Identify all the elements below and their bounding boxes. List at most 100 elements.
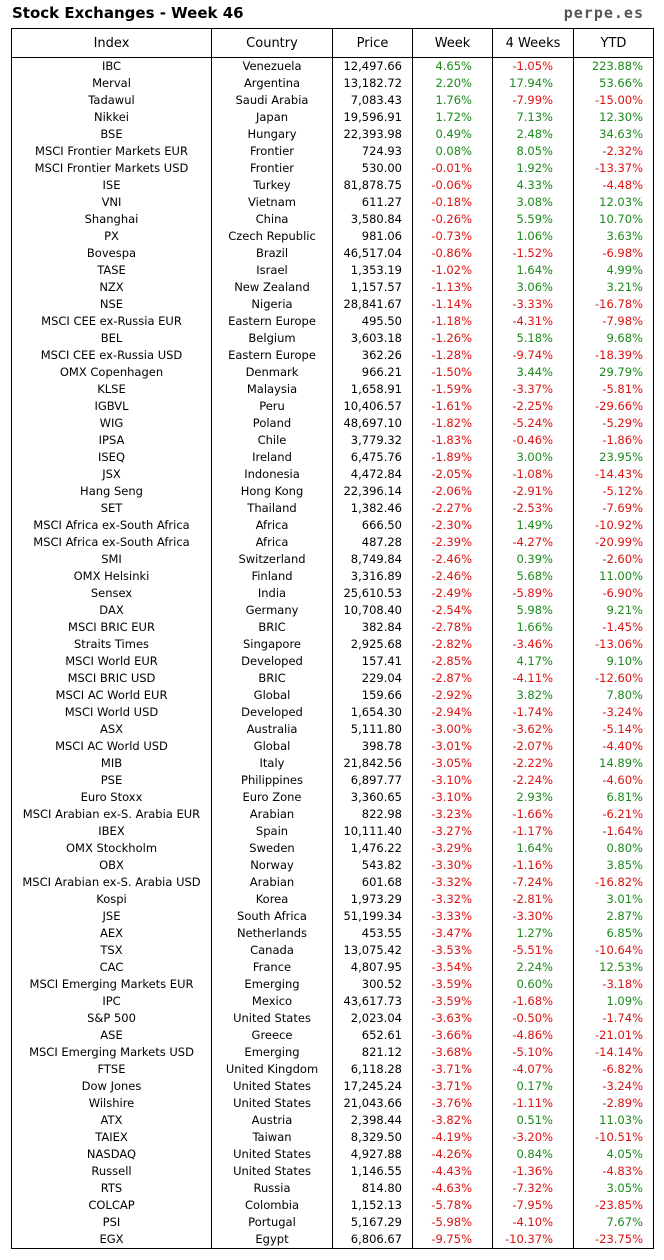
price-cell: 2,023.04 (332, 1010, 413, 1027)
price-cell: 2,398.44 (332, 1112, 413, 1129)
index-cell: BSE (100, 127, 123, 141)
country-cell: United States (211, 1010, 333, 1027)
country-cell: Venezuela (211, 57, 333, 75)
index-cell: MSCI AC World USD (55, 739, 168, 753)
four-weeks-cell: 5.68% (492, 568, 574, 585)
table-row: Nikkei Japan 19,596.91 1.72% 7.13% 12.30% (12, 109, 654, 126)
index-cell: OMX Stockholm (65, 841, 158, 855)
price-cell: 21,842.56 (332, 755, 413, 772)
index-cell: CAC (99, 960, 124, 974)
index-cell: WIG (99, 416, 124, 430)
ytd-cell: 11.03% (573, 1112, 654, 1129)
week-cell: -2.54% (412, 602, 493, 619)
ytd-cell: 1.09% (573, 993, 654, 1010)
price-cell: 81,878.75 (332, 177, 413, 194)
four-weeks-cell: 8.05% (492, 143, 574, 160)
ytd-cell: 6.85% (573, 925, 654, 942)
ytd-cell: -29.66% (573, 398, 654, 415)
price-cell: 981.06 (332, 228, 413, 245)
four-weeks-cell: 3.82% (492, 687, 574, 704)
index-cell: MSCI Frontier Markets EUR (35, 144, 188, 158)
week-cell: -3.33% (412, 908, 493, 925)
index-cell: Wilshire (88, 1096, 135, 1110)
header-bar: Stock Exchanges - Week 46 perpe.es (0, 0, 664, 26)
four-weeks-cell: -5.24% (492, 415, 574, 432)
week-cell: -5.98% (412, 1214, 493, 1231)
ytd-cell: 3.05% (573, 1180, 654, 1197)
four-weeks-cell: 0.51% (492, 1112, 574, 1129)
index-cell: VNI (101, 195, 122, 209)
four-weeks-cell: 0.39% (492, 551, 574, 568)
country-cell: Denmark (211, 364, 333, 381)
table-row: S&P 500 United States 2,023.04 -3.63% -0.50%… (12, 1010, 654, 1027)
index-cell: KLSE (97, 382, 126, 396)
week-cell: -5.78% (412, 1197, 493, 1214)
ytd-cell: 11.00% (573, 568, 654, 585)
ytd-cell: -6.98% (573, 245, 654, 262)
price-cell: 159.66 (332, 687, 413, 704)
ytd-cell: -15.00% (573, 92, 654, 109)
table-row: PX Czech Republic 981.06 -0.73% 1.06% 3.63% (12, 228, 654, 245)
week-cell: -3.47% (412, 925, 493, 942)
week-cell: -1.59% (412, 381, 493, 398)
week-cell: -9.75% (412, 1231, 493, 1249)
table-row: MSCI World EUR Developed 157.41 -2.85% 4.17%… (12, 653, 654, 670)
table-row: Tadawul Saudi Arabia 7,083.43 1.76% -7.99% -1… (12, 92, 654, 109)
four-weeks-cell: -1.08% (492, 466, 574, 483)
table-row: AEX Netherlands 453.55 -3.47% 1.27% 6.85% (12, 925, 654, 942)
week-cell: -2.30% (412, 517, 493, 534)
week-cell: -3.30% (412, 857, 493, 874)
index-cell: MSCI Arabian ex-S. Arabia EUR (22, 807, 201, 821)
table-row: ISE Turkey 81,878.75 -0.06% 4.33% -4.48% (12, 177, 654, 194)
four-weeks-cell: 3.44% (492, 364, 574, 381)
ytd-cell: -6.82% (573, 1061, 654, 1078)
week-cell: -4.43% (412, 1163, 493, 1180)
week-cell: -2.78% (412, 619, 493, 636)
four-weeks-cell: 3.08% (492, 194, 574, 211)
week-cell: -3.59% (412, 976, 493, 993)
table-row: Straits Times Singapore 2,925.68 -2.82% -3.4… (12, 636, 654, 653)
four-weeks-cell: -2.07% (492, 738, 574, 755)
index-cell: MSCI Arabian ex-S. Arabia USD (22, 875, 201, 889)
ytd-cell: -1.86% (573, 432, 654, 449)
stock-exchanges-table: Index Country Price Week 4 Weeks YTD IBC… (11, 28, 654, 1249)
four-weeks-cell: -9.74% (492, 347, 574, 364)
column-header-index: Index (11, 28, 212, 58)
country-cell: Hungary (211, 126, 333, 143)
table-row: ASE Greece 652.61 -3.66% -4.86% -21.01% (12, 1027, 654, 1044)
index-cell: ATX (100, 1113, 123, 1127)
table-row: MSCI Arabian ex-S. Arabia USD Arabian 601.… (12, 874, 654, 891)
four-weeks-cell: 5.59% (492, 211, 574, 228)
week-cell: -1.28% (412, 347, 493, 364)
four-weeks-cell: -1.16% (492, 857, 574, 874)
table-row: SMI Switzerland 8,749.84 -2.46% 0.39% -2.60% (12, 551, 654, 568)
price-cell: 22,396.14 (332, 483, 413, 500)
price-cell: 3,603.18 (332, 330, 413, 347)
table-row: IBC Venezuela 12,497.66 4.65% -1.05% 223.88% (12, 57, 654, 75)
week-cell: -3.54% (412, 959, 493, 976)
ytd-cell: 23.95% (573, 449, 654, 466)
four-weeks-cell: -3.46% (492, 636, 574, 653)
four-weeks-cell: -2.81% (492, 891, 574, 908)
week-cell: -2.94% (412, 704, 493, 721)
table-row: PSI Portugal 5,167.29 -5.98% -4.10% 7.67% (12, 1214, 654, 1231)
index-cell: OBX (99, 858, 124, 872)
country-cell: Global (211, 687, 333, 704)
four-weeks-cell: -7.32% (492, 1180, 574, 1197)
country-cell: Chile (211, 432, 333, 449)
price-cell: 6,806.67 (332, 1231, 413, 1249)
index-cell: AEX (99, 926, 123, 940)
week-cell: -3.71% (412, 1078, 493, 1095)
country-cell: Arabian (211, 806, 333, 823)
price-cell: 4,472.84 (332, 466, 413, 483)
table-row: EGX Egypt 6,806.67 -9.75% -10.37% -23.75% (12, 1231, 654, 1249)
table-row: BEL Belgium 3,603.18 -1.26% 5.18% 9.68% (12, 330, 654, 347)
country-cell: United States (211, 1095, 333, 1112)
table-row: NZX New Zealand 1,157.57 -1.13% 3.06% 3.21% (12, 279, 654, 296)
week-cell: 1.72% (412, 109, 493, 126)
price-cell: 1,157.57 (332, 279, 413, 296)
country-cell: Ireland (211, 449, 333, 466)
country-cell: Hong Kong (211, 483, 333, 500)
index-cell: ISE (102, 178, 121, 192)
table-row: MSCI BRIC USD BRIC 229.04 -2.87% -4.11% -12.6… (12, 670, 654, 687)
